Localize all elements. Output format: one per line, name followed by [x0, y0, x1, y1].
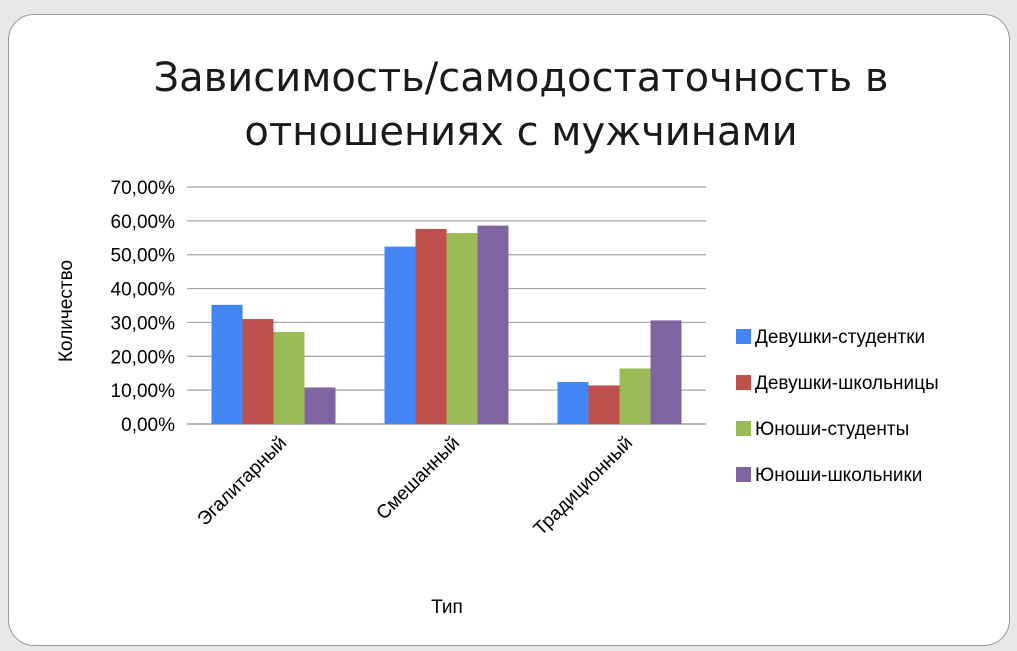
y-tick-labels: 0,00% 10,00% 20,00% 30,00% 40,00% 50,00% 60,00… — [111, 178, 176, 436]
y-tick-label: 10,00% — [111, 381, 176, 402]
bar — [650, 320, 682, 424]
bar — [273, 331, 305, 424]
bar — [619, 368, 651, 424]
bar — [588, 385, 620, 424]
legend: Девушки-студентки Девушки-школьницы Юноши-… — [736, 327, 939, 486]
y-tick-label: 40,00% — [111, 280, 176, 301]
y-tick-label: 70,00% — [111, 178, 176, 199]
legend-swatch — [736, 467, 751, 482]
x-category-label: Эгалитарный — [194, 433, 291, 530]
legend-swatch — [736, 421, 751, 436]
legend-swatch — [736, 375, 751, 390]
bar — [446, 233, 478, 424]
legend-label: Юноши-студенты — [755, 419, 909, 440]
bars — [211, 225, 682, 424]
y-tick-label: 20,00% — [111, 347, 176, 368]
x-category-label: Смешанный — [373, 433, 465, 525]
bar — [211, 304, 243, 424]
y-tick-label: 50,00% — [111, 246, 176, 267]
bar — [415, 228, 447, 424]
y-tick-label: 30,00% — [111, 313, 176, 334]
chart-svg: Зависимость/самодостаточность в отношени… — [56, 55, 939, 618]
legend-label: Девушки-студентки — [755, 327, 925, 348]
legend-label: Юноши-школьники — [755, 465, 922, 486]
chart-title: Зависимость/самодостаточность в отношени… — [154, 55, 889, 155]
legend-swatch — [736, 329, 751, 344]
y-tick-label: 0,00% — [121, 415, 175, 436]
bar — [477, 225, 509, 424]
y-tick-label: 60,00% — [111, 212, 176, 233]
bar — [557, 382, 589, 424]
y-axis-title: Количество — [56, 260, 77, 362]
x-axis-title: Тип — [431, 597, 463, 618]
bar — [384, 246, 416, 424]
chart-title-line-1: Зависимость/самодостаточность в — [154, 55, 889, 101]
bar — [304, 387, 336, 424]
chart-card: Зависимость/самодостаточность в отношени… — [8, 14, 1010, 646]
x-category-label: Традиционный — [530, 433, 637, 540]
bar — [242, 319, 274, 424]
chart-title-line-2: отношениях с мужчинами — [244, 109, 797, 155]
legend-label: Девушки-школьницы — [755, 373, 939, 394]
x-category-labels: Эгалитарный Смешанный Традиционный — [194, 433, 637, 540]
